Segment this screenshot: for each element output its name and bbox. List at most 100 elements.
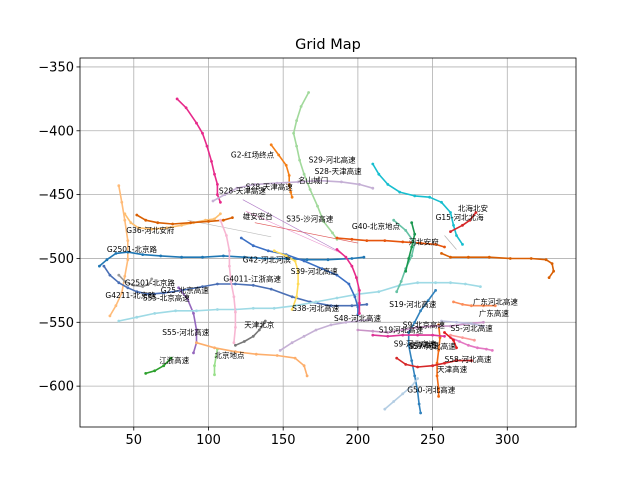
- road-point: [443, 361, 446, 365]
- road-point: [413, 320, 417, 324]
- road-label: 雄安密台: [243, 211, 273, 221]
- road-point: [195, 121, 198, 125]
- road-point: [428, 195, 431, 199]
- road-point: [141, 253, 145, 256]
- road-point: [153, 312, 157, 315]
- road-label: S29-河北高速: [309, 155, 357, 165]
- road-point: [350, 237, 354, 241]
- road-label: G2-红场终点: [231, 150, 275, 160]
- road-point: [482, 320, 485, 324]
- road-point: [417, 402, 421, 406]
- road-point: [467, 255, 470, 259]
- road-point: [410, 359, 414, 362]
- road-label: G42-河北河滨: [243, 254, 292, 264]
- road-point: [295, 295, 298, 299]
- road-point: [416, 333, 419, 337]
- road-series: [272, 249, 300, 311]
- road-series: [278, 318, 372, 352]
- road-trace: [372, 334, 446, 338]
- road-trace: [98, 251, 365, 267]
- road-trace: [449, 211, 477, 233]
- road-point: [407, 257, 411, 260]
- road-point: [216, 183, 219, 186]
- y-tick-label: −500: [38, 252, 74, 267]
- road-point: [114, 304, 118, 308]
- road-point: [153, 369, 157, 373]
- road-point: [305, 374, 309, 378]
- road-point: [358, 312, 361, 315]
- road-point: [253, 183, 257, 186]
- connector-line: [242, 199, 341, 253]
- road-point: [326, 258, 330, 262]
- road-point: [449, 324, 452, 328]
- road-point: [213, 217, 216, 221]
- x-tick-label: 150: [271, 433, 296, 448]
- road-point: [371, 162, 375, 166]
- connector-line: [245, 210, 342, 254]
- road-point: [335, 273, 339, 277]
- road-point: [305, 258, 309, 262]
- road-point: [141, 285, 145, 288]
- road-point: [413, 232, 417, 236]
- road-point: [335, 236, 339, 240]
- road-point: [419, 241, 422, 245]
- road-label: S48-河北高速: [334, 313, 382, 323]
- road-point: [449, 230, 452, 234]
- road-point: [386, 334, 390, 338]
- road-point: [186, 297, 190, 301]
- road-point: [470, 359, 473, 362]
- road-point: [296, 180, 300, 184]
- x-tick-label: 200: [345, 433, 370, 448]
- road-point: [242, 340, 246, 343]
- y-tick-label: −550: [38, 316, 74, 331]
- x-tick-label: 100: [196, 433, 221, 448]
- road-point: [547, 276, 551, 279]
- road-point: [222, 218, 225, 222]
- road-trace: [144, 357, 172, 375]
- road-point: [440, 200, 443, 204]
- road-point: [404, 269, 408, 273]
- road-point: [350, 257, 354, 260]
- road-point: [426, 299, 430, 302]
- road-point: [216, 282, 219, 286]
- road-label: S58-河北高速: [445, 354, 493, 364]
- road-point: [296, 282, 300, 286]
- road-label: 广东河北高速: [473, 296, 518, 306]
- road-point: [290, 295, 294, 299]
- road-point: [239, 236, 243, 240]
- road-trace: [124, 213, 222, 230]
- road-trace: [212, 179, 374, 202]
- road-trace: [292, 91, 338, 241]
- road-point: [365, 303, 369, 306]
- road-point: [383, 407, 387, 411]
- road-point: [371, 186, 375, 190]
- road-point: [201, 255, 204, 259]
- road-point: [150, 277, 154, 281]
- road-series: [219, 218, 237, 345]
- road-point: [362, 255, 366, 259]
- road-point: [464, 282, 467, 286]
- road-point: [295, 144, 298, 148]
- road-point: [251, 283, 255, 287]
- road-point: [392, 218, 396, 222]
- road-label: S38-河北高速: [292, 303, 340, 313]
- road-point: [263, 257, 267, 260]
- road-label: G4011-江浙高速: [223, 273, 281, 283]
- road-point: [195, 309, 198, 313]
- x-tick-label: 300: [495, 433, 520, 448]
- road-point: [299, 105, 303, 108]
- road-point: [205, 144, 209, 148]
- road-series: [269, 143, 294, 199]
- road-point: [201, 285, 204, 288]
- road-point: [329, 304, 333, 308]
- road-point: [452, 223, 455, 227]
- road-point: [455, 346, 458, 350]
- road-point: [213, 172, 216, 176]
- road-point: [150, 227, 154, 231]
- road-point: [195, 328, 198, 332]
- road-point: [159, 254, 163, 258]
- road-point: [386, 183, 390, 186]
- road-series: [144, 356, 173, 375]
- road-point: [413, 194, 417, 198]
- road-label: S5-河北高速: [451, 323, 494, 333]
